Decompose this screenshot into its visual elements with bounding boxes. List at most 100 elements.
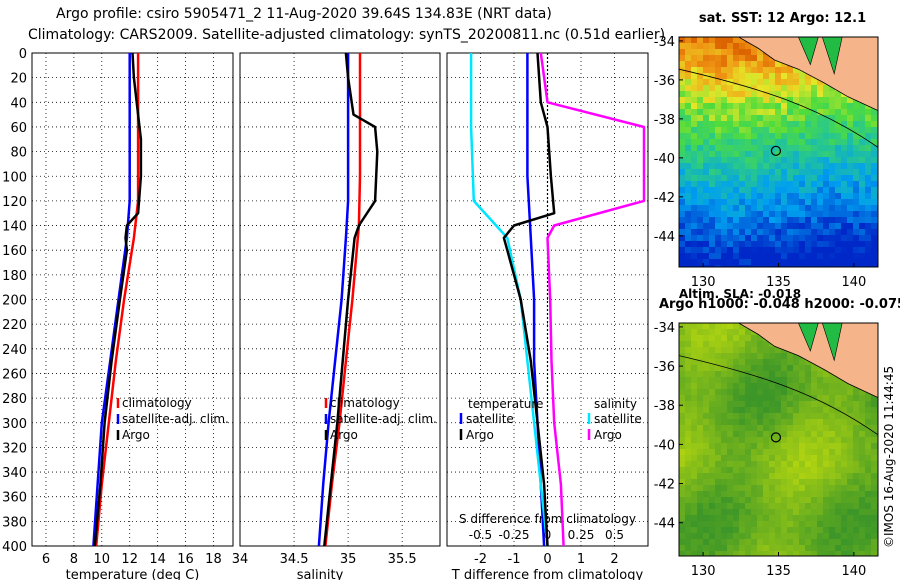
map-cell: [853, 223, 860, 230]
map-cell: [841, 235, 848, 242]
map-cell: [757, 253, 764, 260]
map-cell: [793, 497, 800, 504]
map-cell: [781, 181, 788, 188]
map-cell: [703, 389, 710, 396]
map-cell: [769, 265, 776, 267]
map-cell: [769, 389, 776, 396]
map-cell: [847, 235, 854, 242]
map-cell: [685, 187, 692, 194]
map-cell: [721, 235, 728, 242]
map-cell: [871, 217, 878, 224]
map-cell: [733, 175, 740, 182]
map-cell: [727, 49, 734, 56]
map-cell: [781, 467, 788, 474]
map-cell: [703, 43, 710, 50]
map-cell: [853, 145, 860, 152]
map-cell: [859, 467, 866, 474]
map-cell: [829, 157, 836, 164]
map-cell: [841, 539, 848, 546]
map-cell: [871, 509, 878, 516]
map-cell: [793, 521, 800, 528]
map-cell: [679, 259, 686, 266]
map-cell: [709, 401, 716, 408]
map-cell: [817, 223, 824, 230]
map-cell: [805, 235, 812, 242]
map-cell: [751, 449, 758, 456]
map-cell: [709, 43, 716, 50]
map-cell: [847, 187, 854, 194]
y-tick-label: 320: [2, 441, 27, 456]
map-cell: [763, 473, 770, 480]
map-cell: [817, 503, 824, 510]
land-mass: [737, 323, 878, 399]
map-cell: [721, 73, 728, 80]
map-cell: [763, 395, 770, 402]
map-cell: [697, 359, 704, 366]
map-cell: [685, 383, 692, 390]
map-cell: [763, 79, 770, 86]
map-cell: [679, 389, 686, 396]
map-cell: [697, 527, 704, 534]
map-cell: [823, 389, 830, 396]
map-cell: [841, 449, 848, 456]
map-cell: [697, 247, 704, 254]
map-cell: [871, 467, 878, 474]
map-cell: [811, 515, 818, 522]
map-cell: [691, 413, 698, 420]
map-cell: [703, 449, 710, 456]
map-cell: [805, 103, 812, 110]
map-cell: [709, 359, 716, 366]
map-cell: [757, 115, 764, 122]
map-cell: [841, 413, 848, 420]
map-cell: [823, 187, 830, 194]
map-cell: [757, 539, 764, 546]
map-cell: [703, 365, 710, 372]
map-cell: [691, 85, 698, 92]
map-cell: [763, 455, 770, 462]
map-cell: [811, 479, 818, 486]
map-cell: [697, 157, 704, 164]
map-cell: [739, 431, 746, 438]
map-cell: [703, 407, 710, 414]
map-cell: [835, 181, 842, 188]
map-cell: [805, 365, 812, 372]
map-cell: [679, 91, 686, 98]
map-cell: [799, 527, 806, 534]
map-cell: [685, 211, 692, 218]
map-cell: [703, 241, 710, 248]
map-cell: [871, 265, 878, 267]
map-cell: [769, 497, 776, 504]
map-cell: [871, 235, 878, 242]
map-cell: [763, 503, 770, 510]
map-cell: [751, 259, 758, 266]
map-cell: [781, 473, 788, 480]
map-cell: [799, 121, 806, 128]
map-cell: [679, 395, 686, 402]
map-cell: [745, 449, 752, 456]
map-cell: [715, 205, 722, 212]
map-cell: [805, 139, 812, 146]
map-cell: [811, 425, 818, 432]
map-cell: [769, 253, 776, 260]
map-cell: [865, 473, 872, 480]
map-cell: [745, 389, 752, 396]
map-cell: [727, 61, 734, 68]
map-cell: [853, 253, 860, 260]
map-cell: [733, 127, 740, 134]
map-cell: [793, 205, 800, 212]
map-cell: [781, 187, 788, 194]
map-cell: [691, 455, 698, 462]
map-cell: [775, 103, 782, 110]
map-cell: [823, 425, 830, 432]
map-cell: [817, 205, 824, 212]
map-cell: [871, 401, 878, 408]
map-cell: [763, 229, 770, 236]
map-cell: [835, 193, 842, 200]
map-cell: [859, 109, 866, 116]
map-cell: [721, 259, 728, 266]
map-cell: [679, 241, 686, 248]
map-cell: [685, 217, 692, 224]
map-cell: [865, 265, 872, 267]
map-cell: [721, 323, 728, 330]
map-cell: [721, 371, 728, 378]
